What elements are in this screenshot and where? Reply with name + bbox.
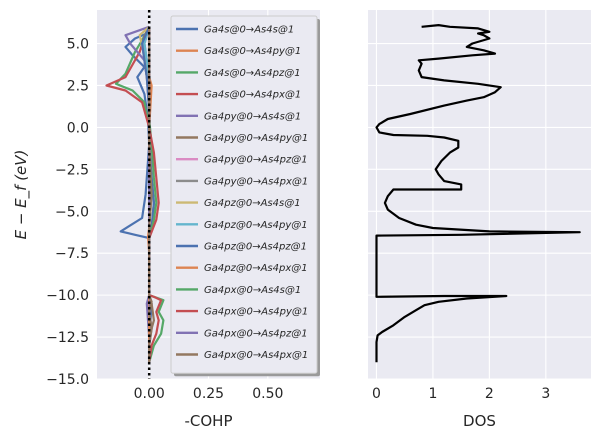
legend-entry: Ga4pz@0→As4px@1 xyxy=(204,263,308,274)
cohp-panel: 5.0 2.5 0.0 −2.5 −5.0 −7.5 −10.0 −12.5 −15.0 0.00… xyxy=(12,10,320,430)
x-tick-label: 0.50 xyxy=(252,386,283,402)
y-tick-label: −5.0 xyxy=(55,204,89,220)
legend-entry: Ga4s@0→As4s@1 xyxy=(204,25,294,36)
x-tick-label: 1 xyxy=(428,386,437,402)
legend: Ga4s@0→As4s@1 Ga4s@0→As4py@1 Ga4s@0→As4pz@… xyxy=(170,15,320,377)
legend-entry: Ga4s@0→As4px@1 xyxy=(204,90,301,101)
legend-entry: Ga4py@0→As4s@1 xyxy=(204,111,301,122)
legend-entry: Ga4px@0→As4s@1 xyxy=(204,285,301,296)
y-tick-label: −15.0 xyxy=(46,372,89,388)
x-tick-label: 2 xyxy=(485,386,494,402)
legend-entry: Ga4pz@0→As4pz@1 xyxy=(204,242,307,253)
legend-entry: Ga4s@0→As4pz@1 xyxy=(204,68,301,79)
x-tick-label: 0.00 xyxy=(134,386,165,402)
legend-entry: Ga4px@0→As4py@1 xyxy=(204,307,308,318)
x-tick-label: 3 xyxy=(541,386,550,402)
y-tick-label: 2.5 xyxy=(67,78,89,94)
series-group xyxy=(375,24,581,363)
series-line-1 xyxy=(375,24,581,363)
legend-entry: Ga4s@0→As4py@1 xyxy=(204,46,301,57)
y-tick-label: −12.5 xyxy=(46,330,89,346)
legend-entry: Ga4py@0→As4py@1 xyxy=(204,133,308,144)
y-tick-label: −7.5 xyxy=(55,246,89,262)
legend-entry: Ga4px@0→As4px@1 xyxy=(204,350,308,361)
x-tick-label: 0.25 xyxy=(193,386,224,402)
series-line-16 xyxy=(148,26,153,363)
y-tick-label: −2.5 xyxy=(55,162,89,178)
x-axis-label: DOS xyxy=(463,412,496,430)
plot-area xyxy=(368,10,591,379)
x-tick-label: 0 xyxy=(372,386,381,402)
y-tick-label: 0.0 xyxy=(67,120,89,136)
y-axis-label: E − E_f (eV) xyxy=(12,150,31,240)
legend-box xyxy=(170,15,318,374)
y-tick-label: 5.0 xyxy=(67,37,89,53)
dos-panel: 0 1 2 3 DOS xyxy=(368,10,591,430)
y-tick-label: −10.0 xyxy=(46,288,89,304)
legend-entry: Ga4pz@0→As4s@1 xyxy=(204,198,301,209)
x-axis-label: -COHP xyxy=(184,412,232,430)
legend-entry: Ga4py@0→As4px@1 xyxy=(204,176,308,187)
legend-entry: Ga4pz@0→As4py@1 xyxy=(204,220,308,231)
legend-entry: Ga4px@0→As4pz@1 xyxy=(204,328,308,339)
legend-entry: Ga4py@0→As4pz@1 xyxy=(204,155,308,166)
